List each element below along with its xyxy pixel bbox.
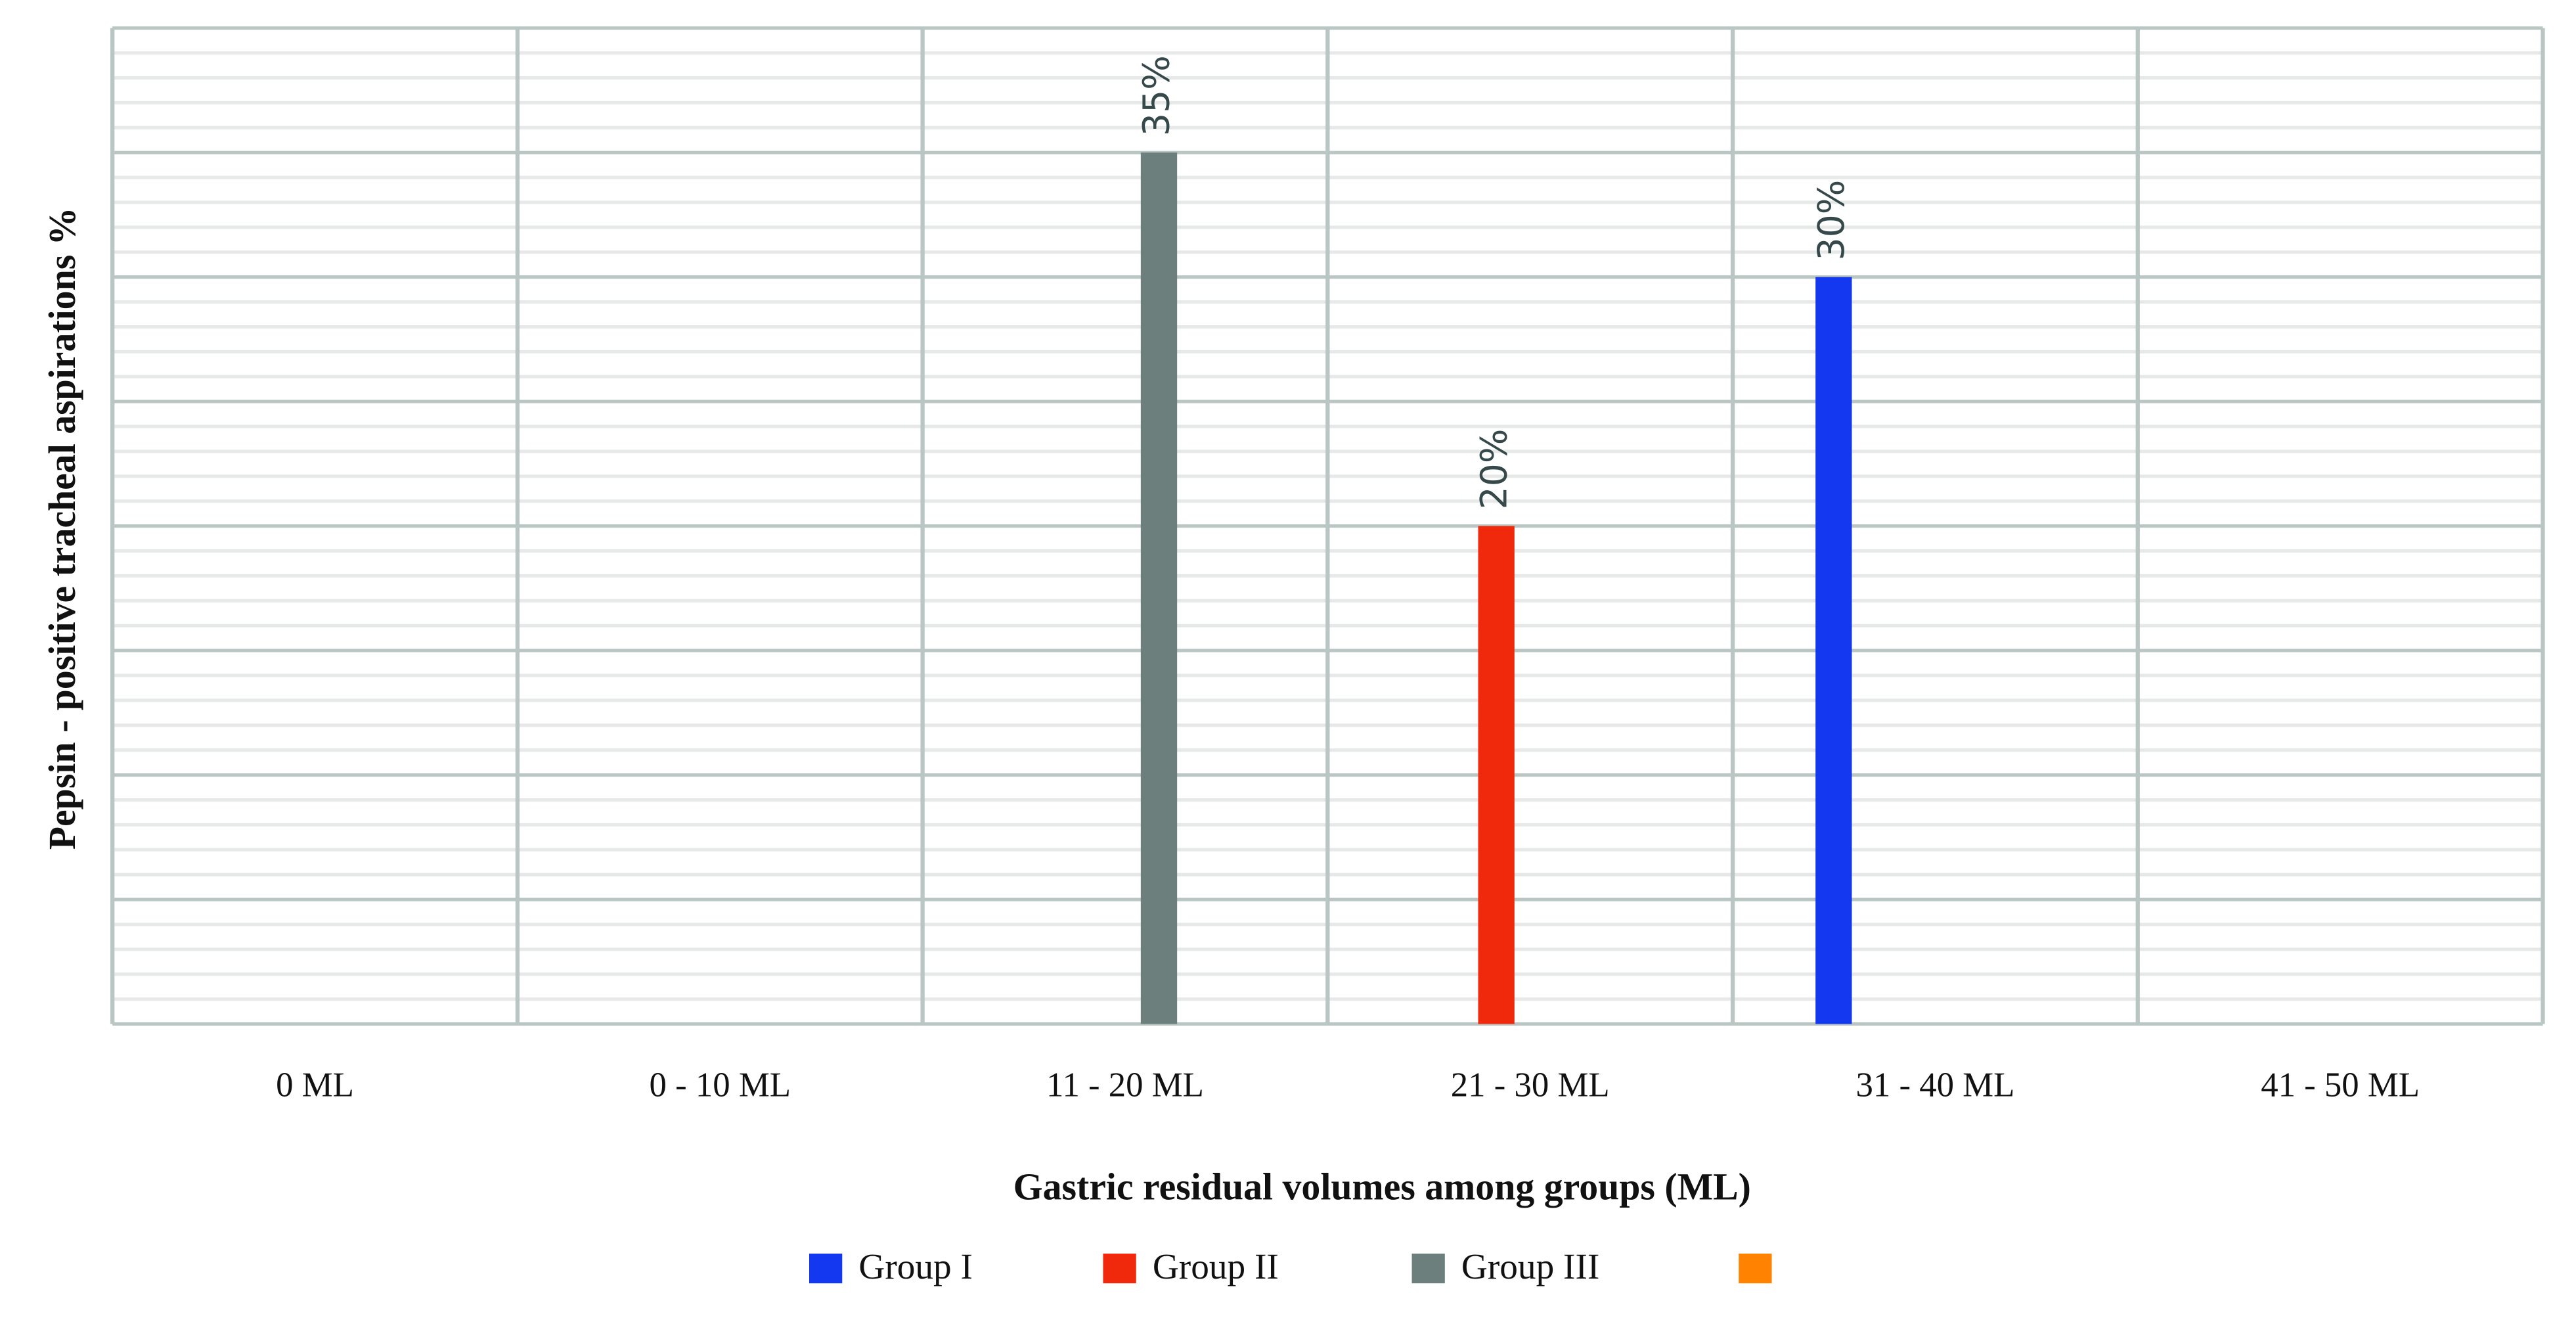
value-label: 35%	[1136, 55, 1178, 136]
legend-label: Group II	[1153, 1246, 1279, 1286]
legend-swatch	[809, 1253, 843, 1284]
x-tick-label: 0 - 10 ML	[650, 1066, 791, 1104]
x-tick-label: 0 ML	[276, 1066, 354, 1104]
legend-label: Group III	[1461, 1246, 1599, 1286]
bar	[1815, 277, 1852, 1024]
legend-swatch	[1103, 1253, 1136, 1284]
y-axis-title: Pepsin - positive tracheal aspirations %	[41, 208, 83, 850]
bar	[1140, 152, 1178, 1024]
x-axis-title: Gastric residual volumes among groups (M…	[1013, 1166, 1751, 1208]
x-tick-label: 11 - 20 ML	[1046, 1066, 1204, 1104]
legend-swatch	[1411, 1253, 1445, 1284]
value-label: 20%	[1473, 429, 1515, 510]
x-tick-label: 21 - 30 ML	[1451, 1066, 1610, 1104]
legend-swatch	[1739, 1253, 1772, 1284]
x-tick-label: 31 - 40 ML	[1855, 1066, 2014, 1104]
value-label: 30%	[1811, 180, 1853, 261]
legend-label: Group I	[858, 1246, 973, 1286]
x-tick-label: 41 - 50 ML	[2261, 1066, 2420, 1104]
bar	[1478, 526, 1515, 1024]
